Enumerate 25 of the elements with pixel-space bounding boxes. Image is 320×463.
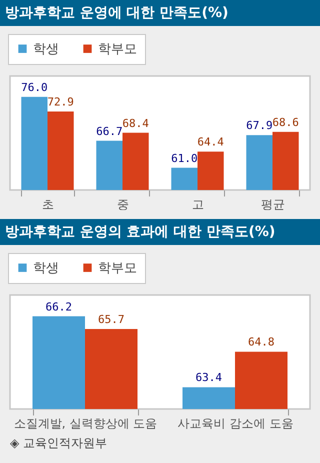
x-tick-label: 소질계발, 실력향상에 도움 [14,416,158,430]
data-label: 76.0 [21,80,48,94]
chart-title: 방과후학교 운영에 대한 만족도(%) [0,0,320,26]
text: ◈ 교육인적자원부 [9,435,108,452]
data-label: 68.4 [122,116,150,130]
data-label: 64.8 [248,336,274,349]
data-label: 68.6 [272,116,299,129]
legend-label: 학생 [33,260,59,276]
data-label: 61.0 [171,152,198,165]
data-label: 72.9 [47,95,74,108]
legend-label: 학부모 [98,260,137,276]
x-tick-label: 사교육비 감소에 도움 [178,416,294,430]
data-label: 66.7 [96,124,123,138]
data-label: 63.4 [196,371,222,384]
x-tick-label: 초 [42,198,54,212]
x-tick-label: 중 [117,198,129,212]
chart-title: 방과후학교 운영의 효과에 대한 만족도(%) [0,219,320,245]
x-tick-label: 고 [192,198,204,212]
legend-label: 학생 [33,42,59,57]
x-tick-label: 평균 [261,198,285,212]
data-label: 66.2 [46,300,72,314]
data-label: 64.4 [197,136,224,149]
data-label: 67.9 [246,119,273,132]
legend-label: 학부모 [98,42,137,57]
data-label: 65.7 [98,312,124,326]
